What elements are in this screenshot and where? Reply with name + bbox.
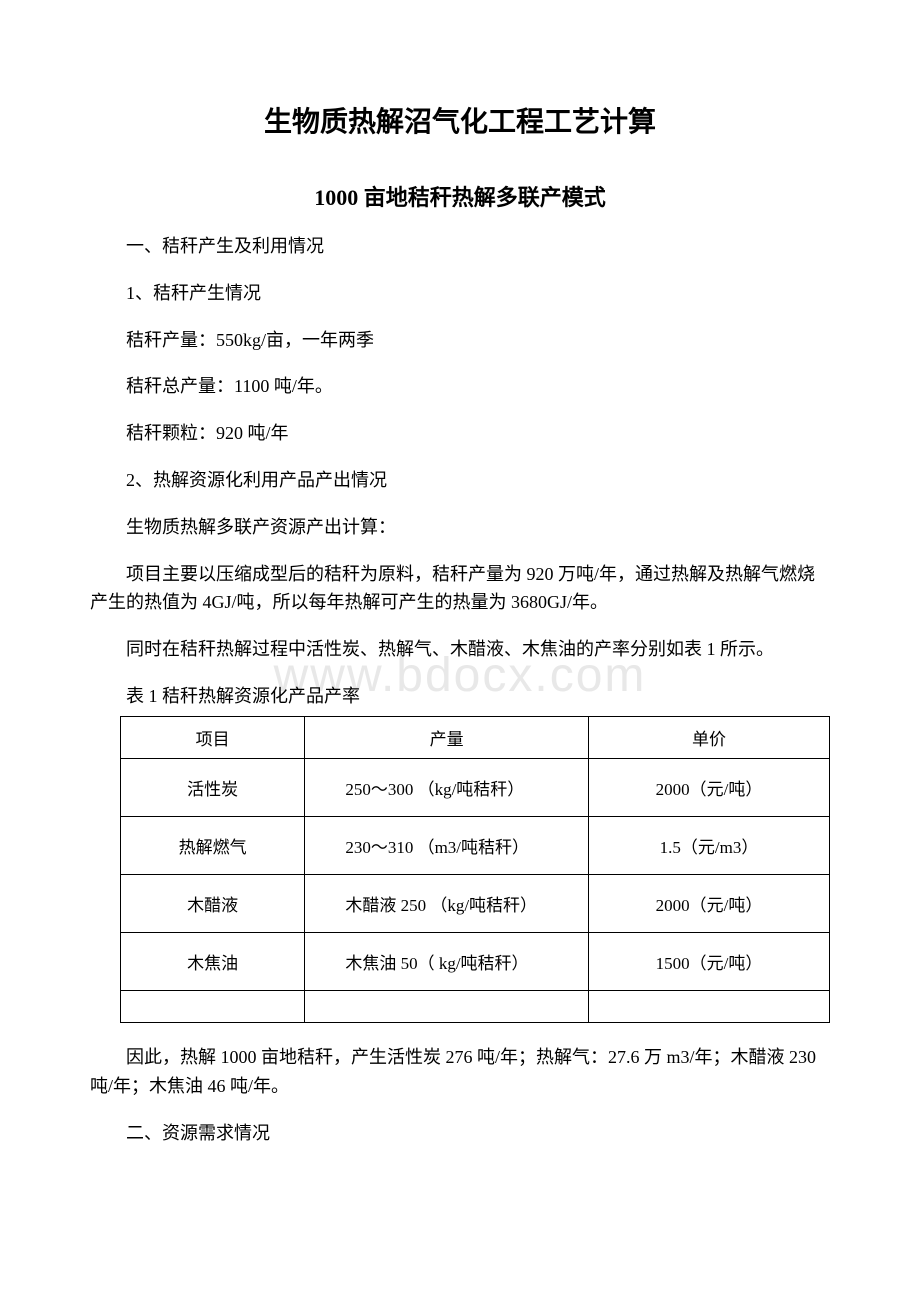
table-cell-item: 木醋液 — [121, 874, 305, 932]
table-row: 热解燃气 230～310 （m3/吨秸秆） 1.5（元/m3） — [121, 816, 830, 874]
sub-title: 1000 亩地秸秆热解多联产模式 — [90, 180, 830, 212]
section-2-heading: 二、资源需求情况 — [90, 1119, 830, 1148]
table-cell-price: 1500（元/吨） — [588, 932, 829, 990]
table-cell-price: 2000（元/吨） — [588, 758, 829, 816]
table-row: 活性炭 250～300 （kg/吨秸秆） 2000（元/吨） — [121, 758, 830, 816]
paragraph-calc-intro: 生物质热解多联产资源产出计算： — [90, 513, 830, 542]
paragraph-conclusion: 因此，热解 1000 亩地秸秆，产生活性炭 276 吨/年；热解气：27.6 万… — [90, 1043, 830, 1101]
section-1-heading: 一、秸秆产生及利用情况 — [90, 232, 830, 261]
table-empty-row — [121, 990, 830, 1022]
table-cell-item: 活性炭 — [121, 758, 305, 816]
table-header-yield: 产量 — [305, 716, 589, 758]
table-header-row: 项目 产量 单价 — [121, 716, 830, 758]
main-title: 生物质热解沼气化工程工艺计算 — [90, 100, 830, 140]
table-cell-item: 热解燃气 — [121, 816, 305, 874]
table-row: 木焦油 木焦油 50（ kg/吨秸秆） 1500（元/吨） — [121, 932, 830, 990]
table-empty-cell — [305, 990, 589, 1022]
table-empty-cell — [588, 990, 829, 1022]
table-caption: 表 1 秸秆热解资源化产品产率 — [90, 682, 830, 708]
section-1-1-heading: 1、秸秆产生情况 — [90, 279, 830, 308]
paragraph-project-desc: 项目主要以压缩成型后的秸秆为原料，秸秆产量为 920 万吨/年，通过热解及热解气… — [90, 560, 830, 618]
paragraph-total-yield: 秸秆总产量：1100 吨/年。 — [90, 372, 830, 401]
table-empty-cell — [121, 990, 305, 1022]
table-cell-price: 1.5（元/m3） — [588, 816, 829, 874]
table-cell-price: 2000（元/吨） — [588, 874, 829, 932]
product-rate-table: 项目 产量 单价 活性炭 250～300 （kg/吨秸秆） 2000（元/吨） … — [120, 716, 830, 1023]
paragraph-pellet-yield: 秸秆颗粒：920 吨/年 — [90, 419, 830, 448]
document-content: 生物质热解沼气化工程工艺计算 1000 亩地秸秆热解多联产模式 一、秸秆产生及利… — [90, 100, 830, 1147]
table-header-item: 项目 — [121, 716, 305, 758]
table-cell-yield: 木醋液 250 （kg/吨秸秆） — [305, 874, 589, 932]
paragraph-table-intro: 同时在秸秆热解过程中活性炭、热解气、木醋液、木焦油的产率分别如表 1 所示。 — [90, 635, 830, 664]
paragraph-yield-per-mu: 秸秆产量：550kg/亩，一年两季 — [90, 326, 830, 355]
table-row: 木醋液 木醋液 250 （kg/吨秸秆） 2000（元/吨） — [121, 874, 830, 932]
table-cell-item: 木焦油 — [121, 932, 305, 990]
table-cell-yield: 250～300 （kg/吨秸秆） — [305, 758, 589, 816]
table-cell-yield: 木焦油 50（ kg/吨秸秆） — [305, 932, 589, 990]
section-1-2-heading: 2、热解资源化利用产品产出情况 — [90, 466, 830, 495]
table-header-price: 单价 — [588, 716, 829, 758]
table-cell-yield: 230～310 （m3/吨秸秆） — [305, 816, 589, 874]
